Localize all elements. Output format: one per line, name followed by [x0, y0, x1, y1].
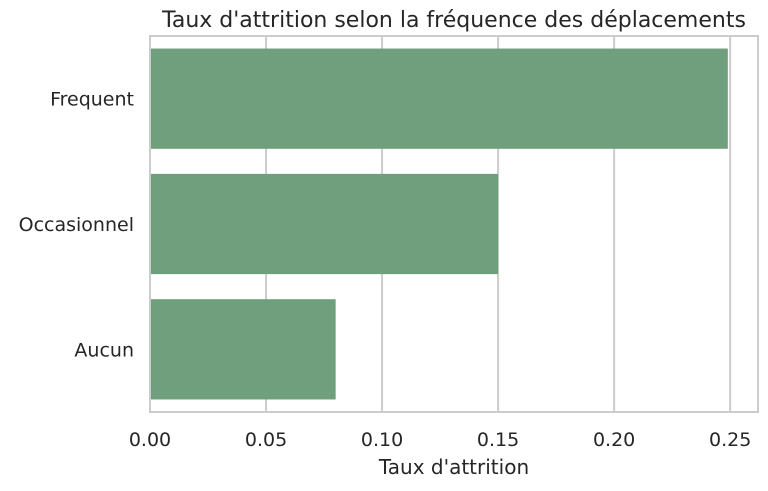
- x-tick-label: 0.15: [477, 429, 519, 451]
- bar-aucun: [150, 299, 336, 400]
- y-tick-label: Frequent: [50, 89, 134, 111]
- x-tick-label: 0.05: [245, 429, 287, 451]
- x-tick-label: 0.20: [593, 429, 635, 451]
- bars-layer: [150, 48, 728, 400]
- bar-occasionnel: [150, 173, 499, 275]
- bar-frequent: [150, 48, 728, 149]
- plot-frame: [149, 35, 759, 413]
- y-tick-label: Aucun: [74, 339, 134, 361]
- axes-frame: [149, 35, 759, 413]
- x-tick-label: 0.00: [129, 429, 171, 451]
- chart-title: Taux d'attrition selon la fréquence des …: [161, 8, 746, 33]
- tick-labels: 0.00 0.05 0.10 0.15 0.20 0.25 Frequent Occasion…: [19, 89, 752, 451]
- x-tick-label: 0.25: [709, 429, 751, 451]
- x-tick-label: 0.10: [361, 429, 403, 451]
- y-tick-label: Occasionnel: [19, 214, 134, 236]
- x-axis-title: Taux d'attrition: [378, 455, 529, 479]
